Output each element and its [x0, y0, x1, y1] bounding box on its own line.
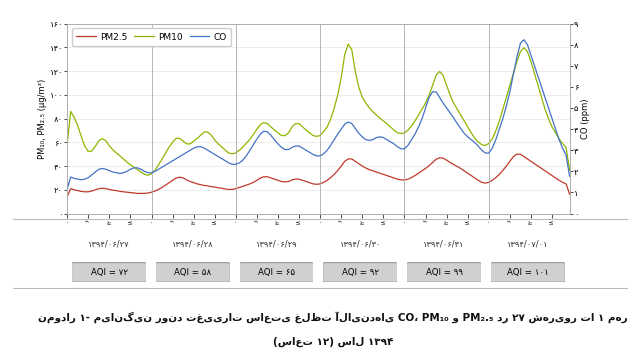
FancyBboxPatch shape [156, 263, 230, 282]
PM10 [144, 173, 152, 177]
PM10 [221, 148, 229, 152]
CO [99, 167, 106, 171]
PM2.5 [137, 191, 145, 195]
PM2.5 [63, 194, 71, 199]
Text: (ساعت ۱۲) سال ۱۳۹۴: (ساعت ۱۲) سال ۱۳۹۴ [273, 337, 393, 347]
Line: PM2.5: PM2.5 [67, 154, 570, 197]
Text: AQI = ۱۰۱: AQI = ۱۰۱ [507, 268, 548, 277]
PM2.5 [566, 192, 573, 196]
CO [218, 156, 226, 161]
PM10 [99, 136, 106, 141]
Line: CO: CO [67, 40, 570, 189]
PM2.5 [218, 186, 226, 190]
CO [474, 144, 482, 148]
PM10 [429, 83, 436, 88]
Text: ۱۳۹۴/۰۶/۳۱: ۱۳۹۴/۰۶/۳۱ [423, 240, 465, 249]
PM2.5 [99, 186, 106, 190]
Y-axis label: CO (ppm): CO (ppm) [581, 98, 590, 139]
Text: ۱۳۹۴/۰۶/۲۸: ۱۳۹۴/۰۶/۲۸ [172, 240, 214, 249]
FancyBboxPatch shape [323, 263, 398, 282]
PM2.5 [516, 152, 524, 156]
Text: نمودار ۱- میانگین روند تغییرات ساعتی غلظت آلایندهای CO، PM₁₀ و PM₂.₅ در ۲۷ شهریو: نمودار ۱- میانگین روند تغییرات ساعتی غلظ… [38, 311, 628, 323]
PM10 [137, 170, 145, 174]
Text: AQI = ۵۸: AQI = ۵۸ [174, 268, 211, 277]
Text: ۱۳۹۴/۰۶/۲۹: ۱۳۹۴/۰۶/۲۹ [256, 240, 298, 249]
Line: PM10: PM10 [67, 44, 570, 175]
FancyBboxPatch shape [72, 263, 147, 282]
PM10 [344, 42, 352, 46]
Text: AQI = ۷۲: AQI = ۷۲ [91, 268, 127, 277]
CO [422, 106, 429, 110]
Text: AQI = ۹۲: AQI = ۹۲ [342, 268, 379, 277]
CO [467, 138, 475, 142]
Legend: PM2.5, PM10, CO: PM2.5, PM10, CO [72, 28, 231, 46]
FancyBboxPatch shape [406, 263, 481, 282]
PM2.5 [422, 166, 429, 171]
PM10 [566, 168, 573, 173]
Text: AQI = ۹۹: AQI = ۹۹ [426, 268, 463, 277]
PM10 [481, 143, 489, 148]
Text: ۱۳۹۴/۰۷/۰۱: ۱۳۹۴/۰۷/۰۱ [507, 240, 548, 249]
PM10 [63, 142, 71, 146]
FancyBboxPatch shape [239, 263, 314, 282]
Text: ۱۳۹۴/۰۶/۳۰: ۱۳۹۴/۰۶/۳۰ [339, 240, 381, 249]
Text: ۱۳۹۴/۰۶/۲۷: ۱۳۹۴/۰۶/۲۷ [88, 240, 130, 249]
PM10 [474, 140, 482, 144]
PM2.5 [467, 173, 475, 178]
CO [520, 38, 528, 42]
PM2.5 [474, 178, 482, 182]
CO [566, 174, 573, 178]
Y-axis label: PM₁₀, PM₂.₅ (μg/m³): PM₁₀, PM₂.₅ (μg/m³) [38, 79, 47, 159]
FancyBboxPatch shape [490, 263, 565, 282]
CO [63, 187, 71, 191]
Text: AQI = ۶۵: AQI = ۶۵ [258, 268, 295, 277]
CO [137, 167, 145, 172]
